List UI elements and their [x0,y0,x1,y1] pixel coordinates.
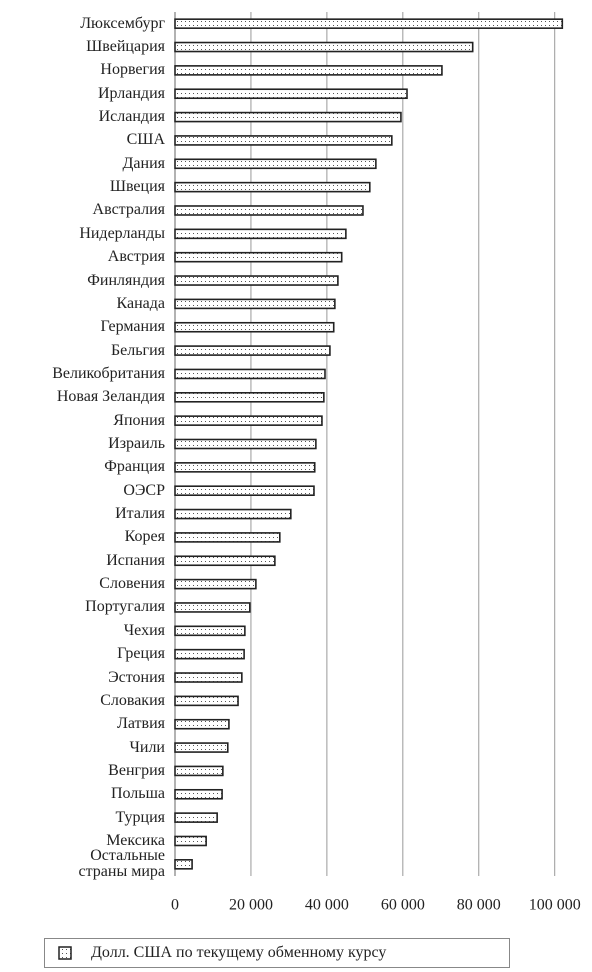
y-tick-label: Латвия [116,715,165,733]
bar [174,228,347,240]
bar [174,532,281,543]
y-tick-label: Япония [113,411,165,429]
y-tick-label: Великобритания [52,364,165,382]
bar [174,812,218,823]
y-tick-label: Австралия [92,201,165,219]
bar [174,438,317,450]
y-tick-label: Швейцария [86,38,165,56]
bar [174,88,408,100]
y-tick-label: Мексика [106,831,165,849]
x-tick-label: 80 000 [457,897,501,914]
bar [174,742,229,753]
bar [174,111,402,123]
y-tick-label: Эстония [108,668,165,686]
bar [174,859,193,870]
y-tick-label: Венгрия [108,761,165,779]
legend-swatch [58,946,72,960]
bar [174,18,564,29]
legend: Долл. США по текущему обменному курсу [44,938,510,968]
x-tick-label: 100 000 [529,897,581,914]
bar [174,65,443,76]
y-tick-label: Финляндия [87,271,165,289]
bar [174,648,245,660]
x-tick-label: 40 000 [305,897,349,914]
bar [174,415,323,426]
bar [174,251,343,263]
y-tick-label: Турция [115,808,165,826]
y-tick-label: Новая Зеландия [56,388,165,406]
bar [174,321,335,333]
y-tick-label: Чили [129,738,165,756]
bar [174,135,393,146]
y-tick-label: Словакия [100,691,165,709]
y-tick-label: Корея [124,528,165,546]
bar [174,158,377,170]
y-tick-label: Израиль [108,435,165,452]
bar [174,345,331,356]
bar [174,485,315,497]
bar [174,391,325,403]
y-tick-label: Ирландия [97,84,165,102]
y-tick-label: Норвегия [100,61,165,79]
y-tick-label: Исландия [98,108,165,126]
y-tick-label: ОЭСР [123,481,165,499]
y-tick-label: Португалия [85,598,165,616]
bar [174,298,336,310]
y-tick-label: Канада [116,294,165,312]
y-tick-label: Франция [104,458,165,476]
y-tick-label: Испания [106,551,165,569]
bar [174,555,276,567]
bar [174,695,239,707]
y-tick-label: Остальные страны мира [78,847,166,881]
x-tick-label: 0 [171,897,179,914]
bar [174,462,316,473]
y-tick-label: Нидерланды [79,224,165,242]
y-tick-label: Швеция [109,178,165,196]
y-tick-label: Словения [99,575,165,593]
x-tick-label: 60 000 [381,897,425,914]
y-tick-label: Австрия [107,248,165,266]
y-tick-label: Германия [100,318,166,336]
bar [174,835,207,847]
bar [174,578,257,590]
bar [174,602,251,613]
bar [174,275,339,286]
y-tick-label: Бельгия [110,341,165,359]
bar [174,205,364,216]
y-tick-label: Италия [115,505,165,523]
bar [174,672,243,683]
legend-label: Долл. США по текущему обменному курсу [91,944,387,961]
y-tick-label: Люксембург [80,14,165,32]
y-tick-label: Греция [117,645,165,663]
bar [174,625,246,637]
bar [174,368,326,380]
bar [174,181,371,193]
bar [174,788,223,800]
y-tick-label: Чехия [123,621,165,639]
y-tick-label: США [126,131,165,149]
x-tick-label: 20 000 [229,897,273,914]
y-tick-label: Дания [122,154,166,172]
bar [174,765,224,777]
bar [174,508,292,520]
bar [174,41,474,53]
bar [174,718,230,730]
y-tick-label: Польша [110,785,165,803]
